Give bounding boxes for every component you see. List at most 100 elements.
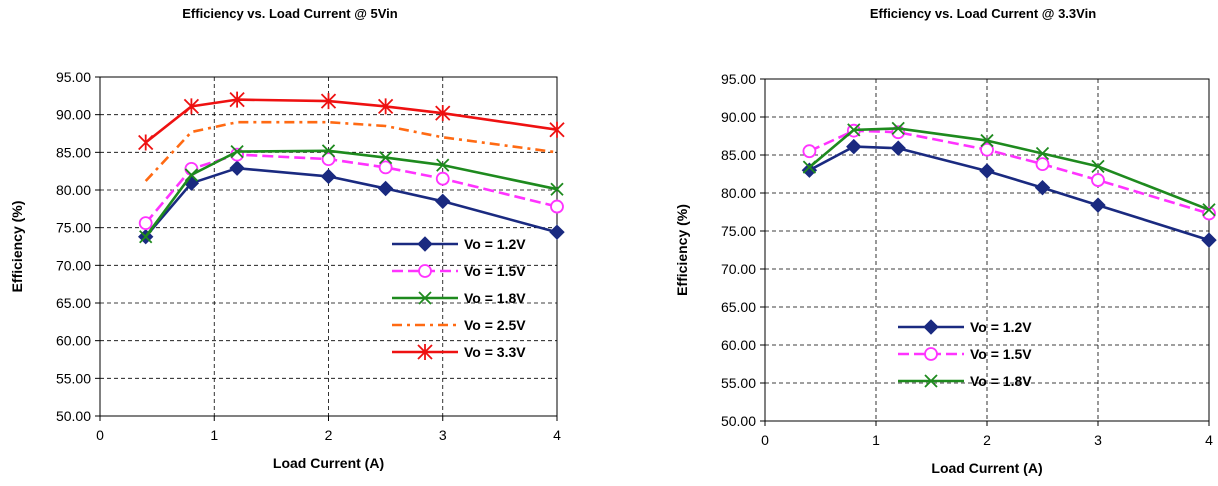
y-tick-label: 90.00 (721, 109, 756, 125)
data-point (1201, 232, 1217, 248)
series-0 (801, 138, 1217, 248)
x-tick-label: 4 (1205, 432, 1213, 448)
chart-0: 50.00 55.00 60.00 65.00 70.00 75.00 80.00 85.00… (9, 69, 565, 471)
y-tick-label: 50.00 (56, 408, 91, 424)
y-tick-label: 65.00 (721, 299, 756, 315)
y-axis-label: Efficiency (%) (9, 201, 25, 293)
legend-label: Vo = 1.5V (464, 263, 526, 279)
data-point (550, 182, 564, 196)
data-point (1090, 197, 1106, 213)
legend-marker (923, 319, 939, 335)
legend-marker (417, 236, 433, 252)
y-tick-label: 60.00 (56, 333, 91, 349)
data-point (549, 121, 565, 138)
y-tick-label: 70.00 (721, 261, 756, 277)
data-point (847, 123, 861, 137)
data-point (435, 193, 451, 210)
chart-title-3v3in: Efficiency vs. Load Current @ 3.3Vin (869, 6, 1097, 21)
data-point (1091, 159, 1105, 174)
chart-1: 50.00 55.00 60.00 65.00 70.00 75.00 80.00 85.00… (674, 71, 1217, 476)
y-tick-label: 55.00 (56, 370, 91, 386)
data-point (230, 144, 244, 159)
legend-label: Vo = 1.8V (970, 373, 1032, 389)
data-point (138, 216, 153, 231)
data-point (549, 224, 565, 240)
y-tick-label: 80.00 (56, 182, 91, 198)
data-point (979, 163, 995, 179)
x-tick-label: 0 (761, 432, 769, 448)
legend-marker (417, 344, 433, 360)
x-tick-label: 3 (439, 427, 447, 443)
x-tick-label: 2 (325, 427, 333, 443)
data-point (320, 168, 337, 185)
x-tick-label: 1 (872, 432, 880, 448)
series-2 (802, 121, 1216, 217)
y-tick-label: 90.00 (56, 107, 91, 123)
data-point (1202, 203, 1216, 217)
legend-label: Vo = 1.5V (970, 346, 1032, 362)
data-point (321, 144, 336, 158)
y-tick-label: 50.00 (721, 413, 756, 429)
y-tick-label: 70.00 (56, 257, 91, 273)
chart-title-5vin: Efficiency vs. Load Current @ 5Vin (182, 6, 398, 21)
x-tick-label: 4 (553, 427, 561, 443)
data-point (890, 140, 906, 156)
y-tick-label: 85.00 (721, 147, 756, 163)
legend-label: Vo = 1.2V (970, 319, 1032, 335)
data-point (435, 171, 450, 186)
data-point (980, 133, 994, 148)
legend-label: Vo = 1.8V (464, 290, 526, 306)
data-point (802, 144, 817, 159)
data-point (184, 168, 199, 182)
data-point (139, 230, 153, 244)
series-1 (138, 147, 564, 231)
y-tick-label: 60.00 (721, 337, 756, 353)
legend-marker (418, 264, 432, 278)
y-axis-label: Efficiency (%) (674, 204, 690, 296)
data-point (229, 91, 245, 108)
data-point (980, 142, 994, 157)
data-point (891, 121, 905, 136)
legend: Vo = 1.2V Vo = 1.5V Vo = 1.8V Vo = 2.5V Vo =… (392, 236, 526, 360)
data-point (846, 138, 862, 155)
data-point (377, 180, 394, 197)
data-point (550, 199, 564, 214)
legend-label: Vo = 1.2V (464, 236, 526, 252)
data-point (320, 93, 337, 110)
y-tick-label: 85.00 (56, 144, 91, 160)
data-point (1035, 146, 1050, 161)
data-point (377, 98, 394, 115)
data-point (802, 160, 817, 174)
data-point (138, 134, 154, 151)
x-tick-label: 3 (1094, 432, 1102, 448)
y-tick-label: 80.00 (721, 185, 756, 201)
x-tick-label: 1 (210, 427, 218, 443)
x-tick-label: 0 (96, 427, 104, 443)
data-point (183, 98, 200, 115)
data-point (378, 160, 393, 175)
data-point (435, 105, 451, 122)
legend-label: Vo = 2.5V (464, 317, 526, 333)
y-tick-label: 75.00 (721, 223, 756, 239)
y-tick-label: 65.00 (56, 295, 91, 311)
data-point (378, 150, 393, 165)
legend-label: Vo = 3.3V (464, 344, 526, 360)
legend-marker (924, 374, 938, 388)
x-axis-label: Load Current (A) (931, 460, 1042, 476)
y-tick-label: 55.00 (721, 375, 756, 391)
data-point (229, 160, 245, 176)
legend-marker (418, 291, 432, 305)
series-4 (138, 91, 565, 151)
x-tick-label: 2 (983, 432, 991, 448)
data-point (1035, 157, 1050, 172)
y-tick-label: 95.00 (56, 69, 91, 85)
data-point (436, 158, 450, 172)
legend: Vo = 1.2V Vo = 1.5V Vo = 1.8V (898, 319, 1032, 389)
data-point (1091, 173, 1105, 187)
legend-marker (924, 347, 938, 361)
x-axis-label: Load Current (A) (273, 455, 384, 471)
series-2 (139, 144, 564, 244)
data-point (801, 162, 818, 178)
data-point (321, 152, 336, 167)
